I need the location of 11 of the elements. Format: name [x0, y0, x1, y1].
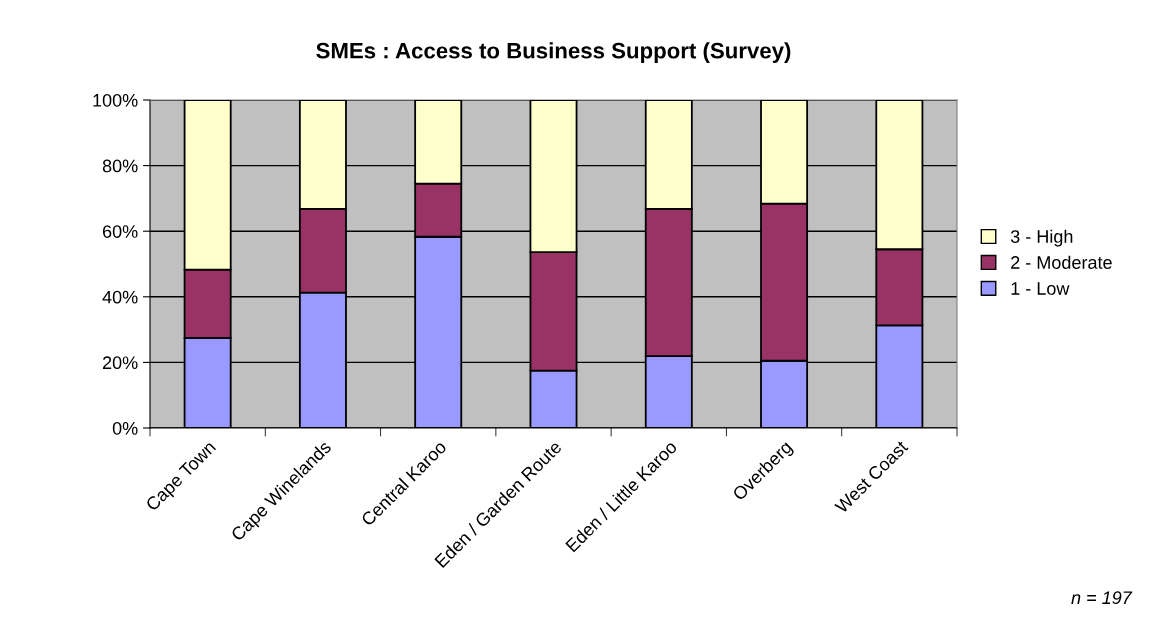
y-tick-label: 100% — [93, 93, 138, 107]
legend-label: 1 - Low — [1011, 282, 1070, 295]
legend-label: 3 - High — [1010, 229, 1073, 247]
y-tick-label: 60% — [102, 225, 138, 238]
chart-title: SMEs : Access to Business Support (Survey) — [316, 42, 791, 63]
legend-label: 2 - Moderate — [1011, 255, 1112, 269]
y-tick-label: 0% — [112, 421, 138, 435]
text: n = 197 — [1071, 591, 1133, 605]
y-tick-label: 40% — [102, 290, 138, 304]
y-tick-label: 20% — [102, 356, 138, 370]
y-tick-label: 80% — [102, 159, 138, 173]
